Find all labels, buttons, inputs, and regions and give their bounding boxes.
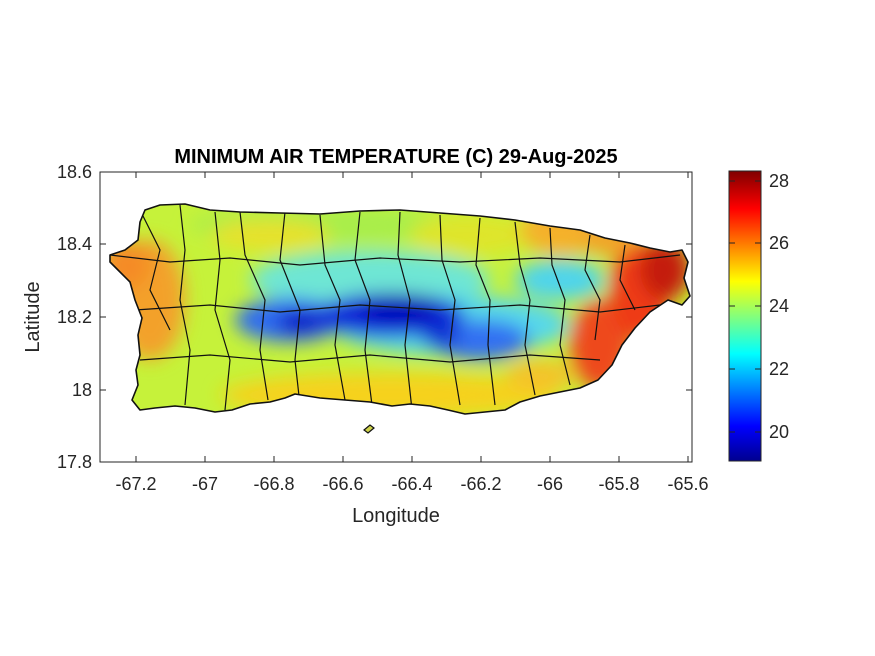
y-tick-label: 18.4 bbox=[57, 234, 92, 254]
x-tick-label: -65.8 bbox=[598, 474, 639, 494]
map-axes: -67.2 -67 -66.8 -66.6 -66.4 -66.2 -66 -6… bbox=[22, 146, 709, 527]
y-tick-label: 18 bbox=[72, 380, 92, 400]
colorbar-tick-label: 26 bbox=[769, 233, 789, 253]
x-ticks bbox=[135, 172, 689, 462]
y-tick-label: 18.2 bbox=[57, 307, 92, 327]
colorbar-tick-label: 28 bbox=[769, 171, 789, 191]
municipal-boundaries bbox=[110, 204, 681, 411]
island-outline bbox=[109, 203, 691, 415]
temperature-field bbox=[110, 204, 690, 414]
x-tick-label: -66.6 bbox=[322, 474, 363, 494]
y-tick-label: 17.8 bbox=[57, 452, 92, 472]
x-tick-label: -66.4 bbox=[391, 474, 432, 494]
y-tick-label: 18.6 bbox=[57, 162, 92, 182]
colorbar-gradient bbox=[728, 170, 762, 462]
colorbar-tick-label: 22 bbox=[769, 359, 789, 379]
x-tick-label: -67 bbox=[192, 474, 218, 494]
x-tick-label: -67.2 bbox=[115, 474, 156, 494]
x-tick-label: -65.6 bbox=[667, 474, 708, 494]
colorbar: 28 26 24 22 20 bbox=[728, 170, 789, 462]
y-axis-label: Latitude bbox=[22, 281, 44, 352]
chart-title: MINIMUM AIR TEMPERATURE (C) 29-Aug-2025 bbox=[174, 146, 617, 168]
colorbar-tick-label: 24 bbox=[769, 296, 789, 316]
x-tick-label: -66.8 bbox=[253, 474, 294, 494]
colorbar-tick-label: 20 bbox=[769, 422, 789, 442]
island-caja-de-muertos bbox=[363, 424, 375, 434]
x-tick-label: -66 bbox=[537, 474, 563, 494]
x-tick-label: -66.2 bbox=[460, 474, 501, 494]
x-axis-label: Longitude bbox=[352, 505, 440, 527]
y-ticks bbox=[100, 171, 692, 463]
